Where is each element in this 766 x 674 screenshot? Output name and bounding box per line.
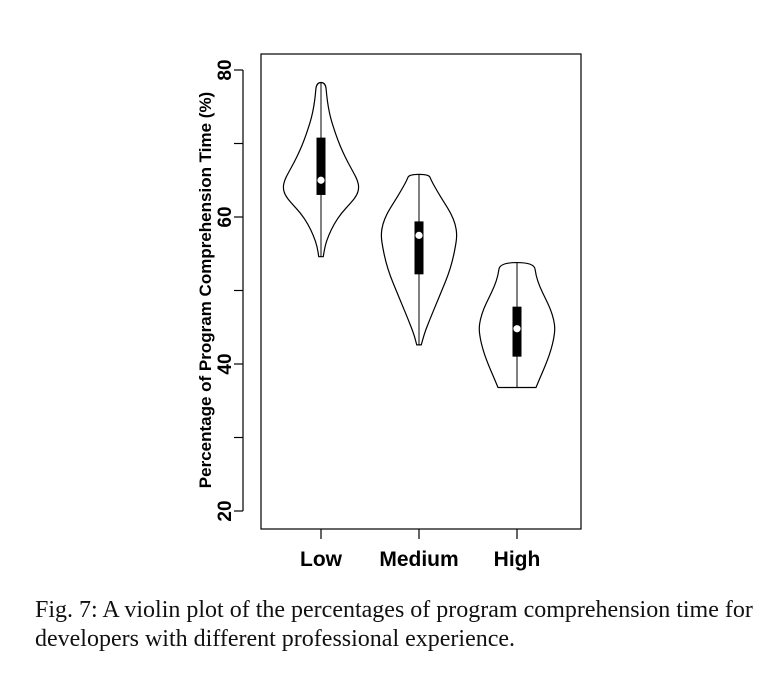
x-tick-label-high: High — [494, 548, 541, 571]
violin-median-dot — [513, 325, 521, 333]
y-tick-label: 80 — [215, 59, 236, 80]
violin-median-dot — [415, 231, 423, 239]
violin-iqr-box — [414, 221, 424, 275]
figure-caption: Fig. 7: A violin plot of the percentages… — [35, 597, 753, 652]
x-axis: Low Medium High — [300, 529, 540, 571]
violin-low — [282, 81, 360, 258]
y-tick-label: 20 — [215, 500, 236, 521]
y-tick-label: 60 — [215, 206, 236, 227]
violin-iqr-box — [316, 137, 326, 195]
x-tick-label-low: Low — [300, 548, 343, 571]
violins — [282, 81, 556, 389]
y-axis-label: Percentage of Program Comprehension Time… — [196, 92, 215, 488]
x-tick-label-medium: Medium — [379, 548, 458, 571]
y-axis: 20 40 60 80 — [215, 59, 244, 522]
violin-chart: 20 40 60 80 Low Medium High Percentage of Pro… — [196, 53, 582, 571]
violin-medium — [380, 173, 458, 346]
violin-median-dot — [317, 176, 325, 184]
y-tick-label: 40 — [215, 353, 236, 374]
plot-frame — [260, 53, 582, 530]
violin-high — [478, 261, 556, 389]
